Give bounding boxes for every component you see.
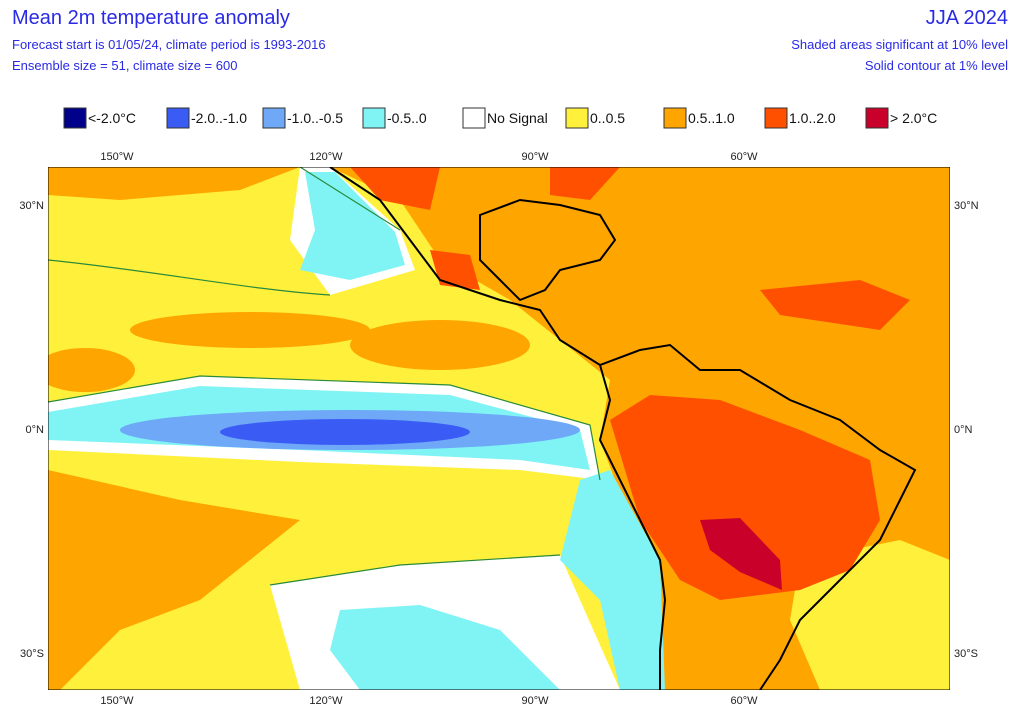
map bbox=[48, 167, 950, 690]
legend-swatch bbox=[565, 107, 589, 129]
legend-label: 1.0..2.0 bbox=[789, 110, 836, 126]
subtitle: Ensemble size = 51, climate size = 600 bbox=[12, 58, 237, 73]
legend-label: 0.5..1.0 bbox=[688, 110, 735, 126]
legend-label: No Signal bbox=[487, 110, 548, 126]
legend-swatch bbox=[262, 107, 286, 129]
lat-label: 30°N bbox=[19, 200, 44, 212]
shade-orange bbox=[48, 470, 300, 690]
shade-orange bbox=[350, 320, 530, 370]
legend-label: 0..0.5 bbox=[590, 110, 625, 126]
legend-label: > 2.0°C bbox=[890, 110, 937, 126]
legend-swatch bbox=[865, 107, 889, 129]
legend-label: -1.0..-0.5 bbox=[287, 110, 343, 126]
shade-blue bbox=[220, 419, 470, 445]
lon-label: 150°W bbox=[100, 151, 134, 163]
lon-label: 90°W bbox=[521, 695, 549, 707]
lat-label: 30°S bbox=[20, 648, 44, 660]
legend-swatch bbox=[63, 107, 87, 129]
note: Solid contour at 1% level bbox=[865, 58, 1008, 73]
legend-label: <-2.0°C bbox=[88, 110, 136, 126]
lon-label: 120°W bbox=[309, 695, 343, 707]
lon-label: 90°W bbox=[521, 151, 549, 163]
shade-orange bbox=[48, 167, 300, 200]
legend-label: -2.0..-1.0 bbox=[191, 110, 247, 126]
shade-orange bbox=[48, 348, 135, 392]
lon-label: 120°W bbox=[309, 151, 343, 163]
shade-cyan bbox=[560, 470, 665, 690]
shade-cyan bbox=[330, 605, 560, 690]
lat-label: 0°N bbox=[954, 424, 973, 436]
lat-label: 30°N bbox=[954, 200, 979, 212]
legend-swatch bbox=[166, 107, 190, 129]
subtitle: Forecast start is 01/05/24, climate peri… bbox=[12, 37, 326, 52]
legend-swatch bbox=[764, 107, 788, 129]
legend-swatch bbox=[663, 107, 687, 129]
period: JJA 2024 bbox=[926, 7, 1008, 29]
note: Shaded areas significant at 10% level bbox=[791, 37, 1008, 52]
axes: 150°W 150°W 120°W 120°W 90°W 90°W 60°W 60°W 30°N… bbox=[19, 151, 978, 707]
lon-label: 60°W bbox=[730, 695, 758, 707]
lon-label: 150°W bbox=[100, 695, 134, 707]
legend-label: -0.5..0 bbox=[387, 110, 427, 126]
contour bbox=[48, 167, 601, 586]
shade-dark-red bbox=[700, 518, 782, 590]
coastline bbox=[329, 167, 917, 690]
legend: <-2.0°C -2.0..-1.0 -1.0..-0.5 -0.5..0 No Sig… bbox=[63, 107, 937, 129]
shade-red bbox=[350, 167, 910, 600]
legend-swatch bbox=[362, 107, 386, 129]
shade-cyan bbox=[300, 172, 405, 280]
shade-orange bbox=[130, 312, 370, 348]
lat-label: 30°S bbox=[954, 648, 978, 660]
lat-label: 0°N bbox=[26, 424, 45, 436]
legend-swatch bbox=[462, 107, 486, 129]
lon-label: 60°W bbox=[730, 151, 758, 163]
title: Mean 2m temperature anomaly bbox=[12, 7, 290, 29]
